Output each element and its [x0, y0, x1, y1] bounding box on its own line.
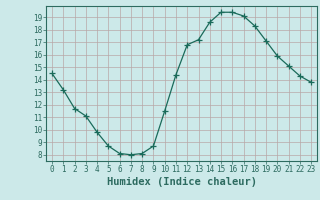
- X-axis label: Humidex (Indice chaleur): Humidex (Indice chaleur): [107, 177, 257, 187]
